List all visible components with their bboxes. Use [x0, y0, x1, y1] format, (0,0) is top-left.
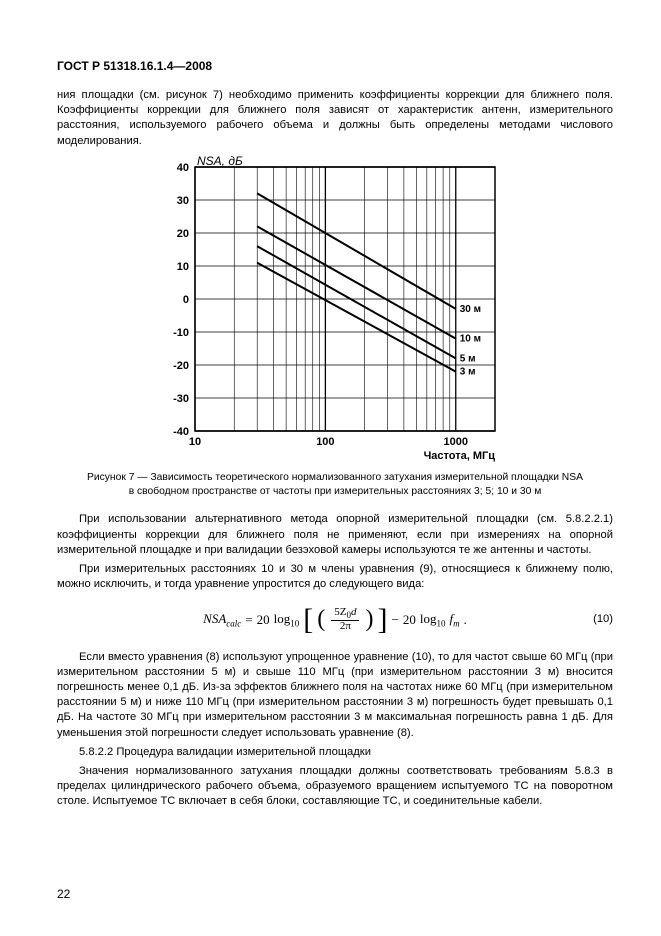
svg-text:10: 10 — [177, 261, 189, 273]
caption-line1: Рисунок 7 — Зависимость теоретического н… — [87, 472, 583, 483]
eq-log1: log10 — [274, 610, 300, 630]
eq-coef1: 20 — [257, 611, 270, 629]
svg-text:-10: -10 — [173, 327, 189, 339]
caption-line2: в свободном пространстве от частоты при … — [129, 486, 542, 497]
para-3: При измерительных расстояниях 10 и 30 м … — [57, 562, 613, 592]
svg-text:10: 10 — [189, 436, 201, 448]
svg-text:100: 100 — [316, 436, 334, 448]
svg-text:0: 0 — [183, 294, 189, 306]
para-2: При использовании альтернативного метода… — [57, 512, 613, 557]
eq-f: fm — [449, 610, 459, 630]
svg-text:30 м: 30 м — [460, 304, 481, 315]
equation-10: NSAcalc = 20 log10 [ ( 5Z0d 2π ) ] − 20 … — [57, 600, 613, 640]
equation-number: (10) — [593, 612, 613, 627]
eq-equals: = — [245, 611, 252, 629]
svg-text:20: 20 — [177, 228, 189, 240]
svg-text:30: 30 — [177, 195, 189, 207]
para-4: Если вместо уравнения (8) используют упр… — [57, 650, 613, 741]
eq-period: . — [464, 611, 467, 629]
paren-close: ) — [365, 609, 373, 631]
svg-text:NSA, дБ: NSA, дБ — [197, 155, 243, 168]
svg-text:5 м: 5 м — [460, 353, 476, 364]
eq-minus: − — [391, 611, 398, 629]
svg-text:-40: -40 — [173, 426, 189, 438]
para-5: 5.8.2.2 Процедура валидации измерительно… — [57, 745, 613, 760]
svg-text:1000: 1000 — [444, 436, 468, 448]
svg-text:-30: -30 — [173, 393, 189, 405]
para-cont: ния площадки (см. рисунок 7) необходимо … — [57, 88, 613, 148]
eq-lhs: NSAcalc — [203, 610, 241, 630]
page-number: 22 — [57, 886, 70, 902]
doc-header: ГОСТ Р 51318.16.1.4—2008 — [57, 58, 613, 74]
eq-log2: log10 — [420, 610, 446, 630]
paren-open: ( — [317, 609, 325, 631]
svg-text:40: 40 — [177, 162, 189, 174]
bracket-close: ] — [377, 606, 387, 633]
eq-frac: 5Z0d 2π — [331, 607, 359, 633]
para-6: Значения нормализованного затухания площ… — [57, 764, 613, 809]
svg-text:3 м: 3 м — [460, 366, 476, 377]
svg-text:-20: -20 — [173, 360, 189, 372]
bracket-open: [ — [303, 606, 313, 633]
svg-text:Частота, МГц: Частота, МГц — [424, 450, 496, 462]
svg-text:10 м: 10 м — [460, 333, 481, 344]
eq-coef2: 20 — [403, 611, 416, 629]
figure-caption: Рисунок 7 — Зависимость теоретического н… — [57, 471, 613, 499]
nsa-chart: -40 -30 -20 -10 0 10 20 30 40 10 100 1000 NSA, дБ Час… — [145, 155, 525, 465]
